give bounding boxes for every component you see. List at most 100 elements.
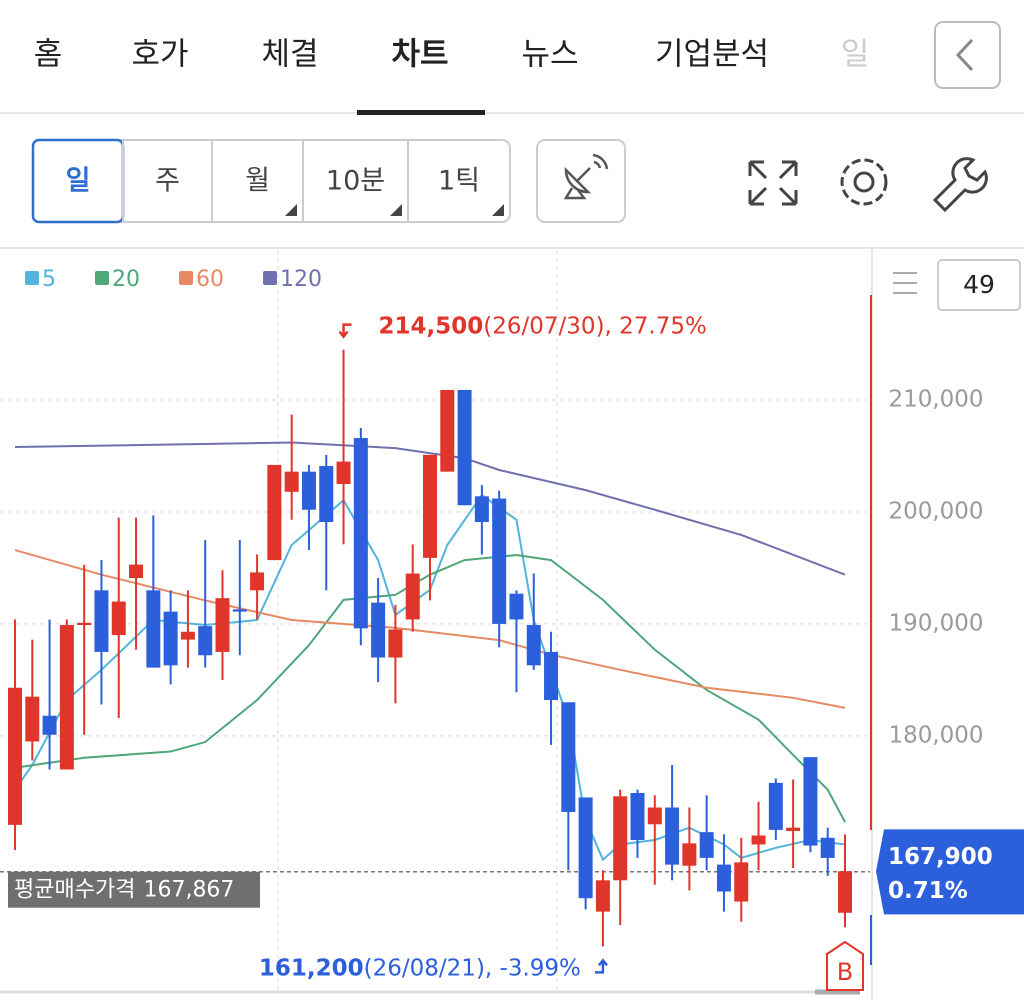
candle-body [803, 757, 818, 846]
text-part: (26/08/21), -3.99% [364, 955, 581, 981]
candle-body [111, 601, 126, 636]
candle-body [336, 461, 351, 484]
satellite-icon [563, 153, 609, 200]
candle-body [838, 871, 852, 913]
candle-body [215, 598, 230, 652]
settings-icon[interactable] [840, 158, 888, 206]
candle-body [301, 471, 316, 510]
candle-body [319, 466, 334, 523]
legend-label[interactable]: 5 [42, 267, 56, 292]
y-tick-label: 180,000 [888, 722, 983, 748]
candle-body [8, 687, 22, 825]
dropdown-corner [285, 204, 297, 216]
candle-body [820, 837, 835, 858]
candle-body [578, 797, 593, 899]
moving-average-line [14, 554, 846, 823]
candle-body [786, 827, 801, 832]
candle-body [768, 782, 783, 830]
chevron-icon [955, 38, 974, 72]
candle-body [630, 792, 645, 840]
tab-bar: 홈 호가 체결 차트 뉴스 기업분석 일 [34, 37, 870, 115]
fullscreen-icon[interactable] [748, 160, 798, 206]
current-price: 167,900 [888, 844, 993, 870]
candle-body [232, 609, 247, 612]
candle-body [474, 496, 489, 523]
candle-body [180, 631, 195, 640]
candle-body [509, 593, 524, 620]
candle-body [388, 629, 403, 658]
max-arrow [338, 323, 352, 339]
candle-body [751, 835, 766, 845]
y-tick-label: 190,000 [888, 610, 983, 636]
candle-body [665, 807, 680, 865]
period-label[interactable]: 주 [155, 166, 180, 197]
min-arrow [594, 958, 608, 974]
candle-body [716, 864, 731, 892]
dropdown-corner [492, 204, 504, 216]
tab-label[interactable]: 일 [841, 37, 870, 73]
candle-body [267, 464, 282, 561]
text-part: 평균매수가격 [14, 878, 135, 903]
legend-swatch [263, 271, 277, 285]
candle-body [682, 843, 697, 866]
candle-body [492, 498, 507, 624]
dropdown-corner [390, 204, 402, 216]
candle-body [59, 625, 74, 770]
period-selector: 일 주 월 10분 1틱 [31, 138, 511, 224]
candle-body [371, 602, 386, 658]
period-label[interactable]: 월 [245, 166, 270, 197]
tab-label[interactable]: 체결 [261, 37, 318, 73]
tab-label[interactable]: 홈 [34, 37, 63, 73]
average-price-label: 평균매수가격 167,867 [14, 878, 234, 903]
visible-count: 49 [963, 270, 995, 299]
period-label[interactable]: 10분 [326, 166, 385, 197]
candle-body [457, 389, 472, 506]
signal-button[interactable] [536, 139, 626, 223]
tab-label[interactable]: 차트 [391, 37, 448, 73]
candle-body [284, 471, 299, 492]
plot: 180,000 190,000 200,000 210,000 5 20 60 120 평균매수… [0, 267, 1024, 991]
tab-label[interactable]: 기업분석 [655, 37, 769, 73]
candle-body [405, 573, 420, 620]
count-box[interactable] [937, 259, 1021, 311]
max-label: 214,500(26/07/30), 27.75% [379, 313, 707, 339]
average-price-box [8, 871, 260, 908]
tab-underline [357, 110, 485, 115]
back-button[interactable] [934, 21, 1001, 89]
text-part: 167,867 [143, 878, 234, 903]
min-label: 161,200(26/08/21), -3.99% [259, 955, 581, 981]
legend-label[interactable]: 120 [280, 267, 322, 292]
current-change: 0.71% [888, 878, 968, 904]
candle-body [129, 564, 144, 579]
tool-icon[interactable] [932, 157, 988, 213]
candle-body [353, 438, 368, 629]
tab-label[interactable]: 뉴스 [521, 37, 578, 73]
current-price-tag [876, 829, 1024, 915]
candle-body [595, 880, 610, 912]
candle-body [77, 622, 92, 626]
period-label[interactable]: 일 [66, 166, 91, 197]
candle-body [198, 626, 213, 656]
text-part: 161,200 [259, 955, 364, 981]
candle-body [561, 702, 576, 812]
candle-body [94, 590, 109, 652]
legend-label[interactable]: 20 [112, 267, 140, 292]
legend-swatch [95, 271, 109, 285]
legend-label[interactable]: 60 [196, 267, 224, 292]
y-tick-label: 200,000 [888, 498, 983, 524]
candle-body [734, 862, 749, 902]
legend-swatch [179, 271, 193, 285]
period-label[interactable]: 1틱 [438, 166, 480, 197]
text-part: (26/07/30), 27.75% [483, 313, 707, 339]
candle-body [440, 389, 455, 472]
candle-body [250, 572, 265, 591]
menu-icon[interactable] [893, 272, 917, 294]
tab-label[interactable]: 호가 [131, 37, 188, 73]
y-tick-label: 210,000 [888, 387, 983, 413]
candle-body [647, 807, 662, 825]
text-part: 214,500 [379, 313, 484, 339]
candle-body [544, 651, 559, 701]
moving-average-line [14, 441, 846, 576]
candle-body [163, 611, 178, 666]
